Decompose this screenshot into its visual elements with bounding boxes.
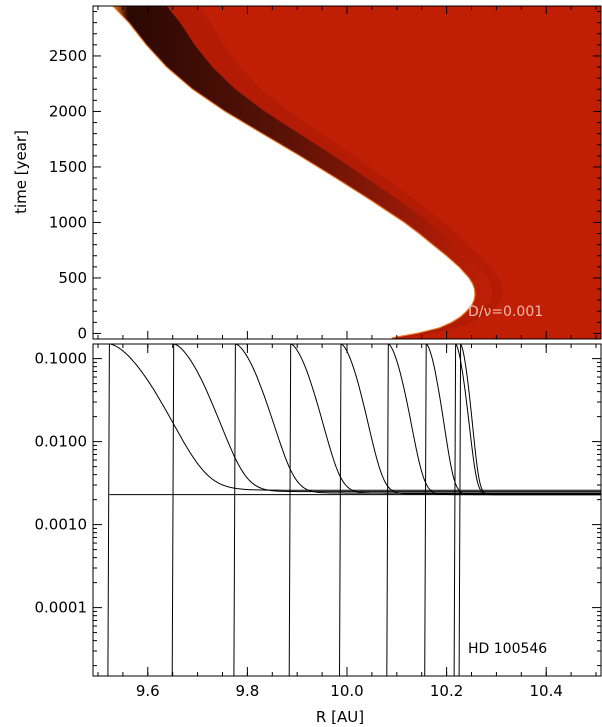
top-ytick-label: 1000	[49, 213, 87, 231]
curve-1	[171, 344, 601, 676]
curve-6	[424, 344, 601, 676]
curve-7	[453, 344, 601, 676]
top-panel-frame	[92, 5, 602, 340]
top-ytick-label: 1500	[49, 158, 87, 176]
heatmap-empty-region	[93, 6, 475, 339]
curve-0	[107, 344, 601, 676]
bottom-xtick-label: 9.8	[235, 682, 259, 700]
top-ytick-label: 0	[77, 324, 87, 342]
bottom-xtick-label: 10.4	[530, 682, 563, 700]
bottom-xlabel: R [AU]	[316, 708, 364, 726]
top-panel: 0 500 1000 1500 2000 2500 D/ν=0.001 time [yea…	[12, 5, 602, 342]
top-ytick-label: 500	[58, 269, 87, 287]
top-ytick-label: 2500	[49, 47, 87, 65]
heatmap-front-outer	[166, 6, 503, 338]
bottom-xtick-label: 10.2	[430, 682, 463, 700]
bottom-panel: 0.0001 0.0010 0.0100 0.1000 9.6 9.8 10.0 10.2 10…	[35, 343, 602, 726]
curve-3	[288, 344, 601, 676]
bottom-ytick-label: 0.0100	[35, 433, 88, 451]
heatmap-front-band	[112, 6, 492, 338]
heatmap-front-edge	[112, 6, 476, 339]
bottom-axis-ticks: 0.0001 0.0010 0.0100 0.1000 9.6 9.8 10.0 10.2 10…	[35, 344, 601, 700]
curve-4	[339, 344, 601, 676]
top-ytick-label: 2000	[49, 102, 87, 120]
curve-5	[386, 344, 601, 676]
bottom-ytick-label: 0.1000	[35, 350, 88, 368]
bottom-xtick-label: 9.6	[136, 682, 160, 700]
bottom-ytick-label: 0.0001	[35, 599, 88, 617]
bottom-panel-frame	[92, 343, 602, 677]
top-annotation: D/ν=0.001	[468, 304, 543, 320]
bottom-annotation: HD 100546	[468, 641, 547, 657]
bottom-ytick-label: 0.0010	[35, 516, 88, 534]
curve-8	[458, 344, 601, 676]
top-ylabel: time [year]	[12, 130, 30, 214]
bottom-curves	[107, 344, 601, 676]
top-axis-ticks: 0 500 1000 1500 2000 2500	[49, 6, 601, 342]
bottom-xtick-label: 10.0	[330, 682, 363, 700]
